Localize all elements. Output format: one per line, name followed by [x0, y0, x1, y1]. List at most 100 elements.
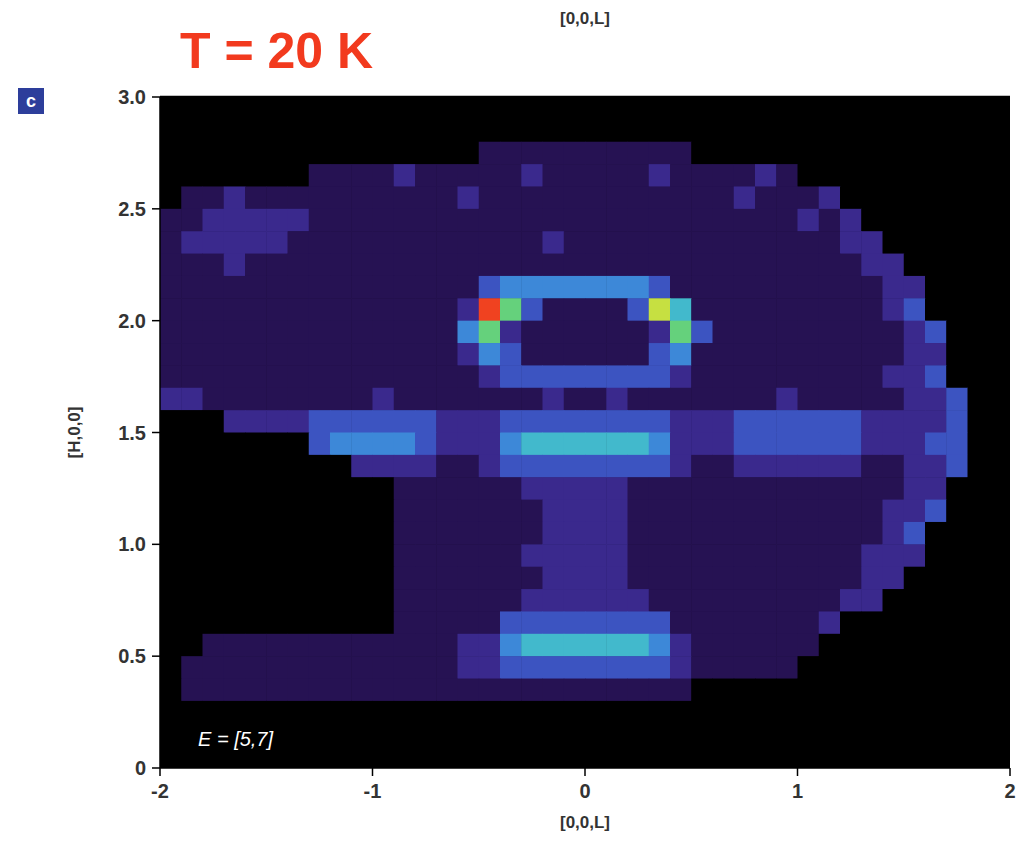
- cell: [436, 477, 458, 500]
- cell: [989, 433, 1010, 456]
- cell: [521, 164, 543, 187]
- cell: [309, 231, 331, 254]
- cell: [521, 209, 543, 232]
- cell: [585, 477, 607, 500]
- panel-label: c: [26, 91, 36, 111]
- cell: [373, 97, 395, 120]
- cell: [330, 567, 352, 590]
- cell: [373, 365, 395, 388]
- cell: [245, 544, 267, 567]
- cell: [309, 634, 331, 657]
- cell: [245, 611, 267, 634]
- cell: [394, 589, 416, 612]
- cell: [585, 723, 607, 746]
- cell: [309, 701, 331, 724]
- cell: [883, 567, 905, 590]
- cell: [500, 723, 522, 746]
- cell: [670, 455, 692, 478]
- cell: [968, 544, 990, 567]
- cell: [840, 254, 862, 277]
- cell: [458, 142, 480, 165]
- cell: [649, 119, 671, 142]
- cell: [543, 500, 565, 523]
- cell: [968, 477, 990, 500]
- cell: [691, 119, 713, 142]
- cell: [691, 746, 713, 768]
- cell: [224, 410, 246, 433]
- cell: [904, 119, 926, 142]
- cell: [819, 611, 841, 634]
- cell: [670, 298, 692, 321]
- cell: [989, 477, 1010, 500]
- cell: [521, 410, 543, 433]
- cell: [946, 321, 968, 344]
- cell: [925, 298, 947, 321]
- cell: [351, 634, 373, 657]
- top-axis-title: [0,0,L]: [560, 9, 610, 28]
- cell: [883, 321, 905, 344]
- cell: [904, 186, 926, 209]
- cell: [436, 97, 458, 120]
- cell: [691, 477, 713, 500]
- cell: [564, 567, 586, 590]
- cell: [479, 276, 501, 299]
- cell: [224, 254, 246, 277]
- cell: [224, 433, 246, 456]
- cell: [649, 231, 671, 254]
- cell: [373, 142, 395, 165]
- cell: [394, 321, 416, 344]
- cell: [415, 321, 437, 344]
- cell: [181, 544, 203, 567]
- cell: [819, 746, 841, 768]
- cell: [288, 723, 310, 746]
- cell: [628, 343, 650, 366]
- cell: [819, 97, 841, 120]
- cell: [840, 97, 862, 120]
- cell: [309, 119, 331, 142]
- cell: [968, 186, 990, 209]
- cell: [373, 164, 395, 187]
- cell: [500, 410, 522, 433]
- cell: [181, 522, 203, 545]
- cell: [734, 254, 756, 277]
- cell: [160, 477, 182, 500]
- cell: [500, 477, 522, 500]
- cell: [861, 365, 883, 388]
- cell: [394, 97, 416, 120]
- cell: [288, 164, 310, 187]
- cell: [670, 276, 692, 299]
- cell: [755, 365, 777, 388]
- cell: [543, 119, 565, 142]
- cell: [755, 500, 777, 523]
- cell: [713, 276, 735, 299]
- cell: [606, 142, 628, 165]
- cell: [840, 522, 862, 545]
- cell: [861, 567, 883, 590]
- cell: [925, 276, 947, 299]
- cell: [203, 701, 225, 724]
- cell: [160, 276, 182, 299]
- cell: [436, 701, 458, 724]
- cell: [819, 209, 841, 232]
- cell: [436, 254, 458, 277]
- cell: [776, 365, 798, 388]
- cell: [351, 209, 373, 232]
- cell: [670, 544, 692, 567]
- cell: [819, 634, 841, 657]
- cell: [564, 410, 586, 433]
- cell: [203, 522, 225, 545]
- cell: [670, 321, 692, 344]
- cell: [330, 298, 352, 321]
- cell: [606, 723, 628, 746]
- cell: [649, 97, 671, 120]
- cell: [436, 388, 458, 411]
- cell: [691, 500, 713, 523]
- cell: [458, 276, 480, 299]
- cell: [861, 164, 883, 187]
- cell: [776, 321, 798, 344]
- cell: [904, 544, 926, 567]
- cell: [160, 723, 182, 746]
- cell: [925, 477, 947, 500]
- cell: [436, 567, 458, 590]
- cell: [904, 276, 926, 299]
